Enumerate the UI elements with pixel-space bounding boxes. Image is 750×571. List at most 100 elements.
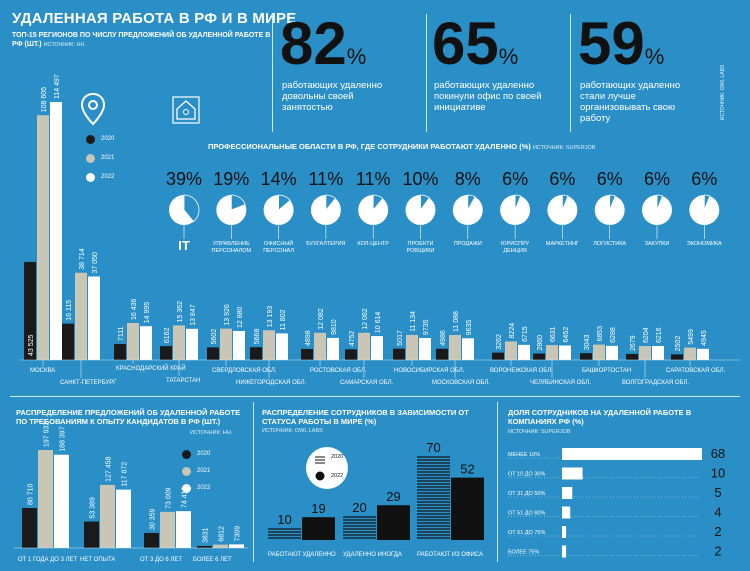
experience-label: ОТ 3 ДО 6 ЛЕТ — [140, 557, 182, 563]
professions-source: ИСТОЧНИК: SUPERJOB — [532, 145, 596, 151]
region-value-label: 6162 — [164, 327, 171, 343]
region-bar — [88, 276, 100, 360]
region-value-label: 4898 — [305, 330, 312, 346]
region-bar — [301, 348, 313, 360]
legend-label: 2021 — [101, 155, 115, 161]
region-bar — [505, 341, 517, 360]
experience-title: РАСПРЕДЕЛЕНИЕ ПРЕДЛОЖЕНИЙ ОБ УДАЛЕННОЙ Р… — [16, 408, 241, 426]
pie-label: МАРКЕТИНГ — [546, 241, 579, 247]
status-bar-2020 — [268, 528, 301, 540]
house-icon — [172, 96, 200, 124]
experience-label: ОТ 1 ГОДА ДО 3 ЛЕТ — [18, 557, 78, 563]
divider — [497, 402, 498, 562]
pie-percent: 8% — [455, 169, 481, 189]
pie-label: ОФИСНЫЙ — [264, 239, 293, 247]
region-bar — [593, 344, 605, 360]
pie-slice — [562, 194, 569, 211]
share-label: ОТ 51 ДО 60% — [508, 511, 545, 517]
experience-value-label: 6812 — [219, 526, 226, 542]
region-value-label: 2679 — [630, 335, 637, 351]
region-value-label: 6452 — [563, 327, 570, 343]
regions-chart-title: ТОП-15 РЕГИОНОВ ПО ЧИСЛУ ПРЕДЛОЖЕНИЙ ОБ … — [12, 32, 271, 48]
experience-value-label: 74 418 — [182, 487, 189, 509]
share-label: БОЛЕЕ 75% — [508, 550, 539, 556]
experience-bar-chart: 80 710 197 932 188 397 ОТ 1 ГОДА ДО 3 ЛЕТ 53… — [14, 422, 248, 563]
region-value-label: 5668 — [254, 329, 261, 345]
region-value-label: 108 605 — [41, 87, 48, 112]
region-label: КРАСНОДАРСКИЙ КРАЙ — [116, 364, 186, 372]
region-value-label: 6853 — [597, 326, 604, 342]
status-value-2020: 70 — [426, 440, 440, 455]
region-bar — [75, 272, 87, 360]
divider — [570, 14, 571, 132]
share-title: ДОЛЯ СОТРУДНИКОВ НА УДАЛЕННОЙ РАБОТЕ В К… — [508, 408, 692, 426]
stat-caption: работающих удаленно стали лучше организо… — [580, 80, 681, 124]
region-label: САМАРСКАЯ ОБЛ. — [340, 380, 394, 386]
region-value-label: 13 193 — [267, 306, 274, 328]
region-value-label: 9635 — [466, 320, 473, 336]
region-bar — [37, 115, 49, 360]
region-bar — [24, 261, 36, 360]
stat-value: 59 — [578, 10, 645, 77]
pie-slice — [325, 194, 337, 212]
pie-label: РОВЩИКИ — [407, 248, 435, 254]
region-value-label: 3262 — [496, 334, 503, 350]
pie-slice — [278, 194, 291, 211]
pie-slice — [703, 194, 711, 211]
region-bar — [160, 346, 172, 360]
pie-slice — [609, 194, 616, 211]
share-value: 4 — [714, 505, 721, 520]
experience-value-label: 30 359 — [150, 508, 157, 530]
experience-value-label: 80 710 — [28, 484, 35, 506]
region-bar — [276, 333, 288, 360]
experience-value-label: 73 009 — [166, 487, 173, 509]
share-label: ОТ 31 ДО 50% — [508, 491, 545, 497]
stat-block: 59% — [578, 14, 664, 74]
stat-percent: % — [498, 44, 519, 69]
region-bar — [50, 102, 62, 360]
region-value-label: 9810 — [331, 319, 338, 335]
region-value-label: 5499 — [688, 329, 695, 345]
pie-slice — [514, 194, 522, 211]
professions-title: ПРОФЕССИОНАЛЬНЫЕ ОБЛАСТИ В РФ, ГДЕ СОТРУ… — [208, 142, 596, 151]
stat-block: 82% — [280, 14, 366, 74]
pie-percent: 11% — [356, 169, 391, 189]
experience-source: ИСТОЧНИК: HH. — [190, 430, 233, 436]
region-bar — [233, 330, 245, 360]
status-label: РАБОТАЮТ ИЗ ОФИСА — [417, 552, 483, 558]
pie-label: IT — [178, 238, 190, 253]
region-label: СВЕРДЛОВСКАЯ ОБЛ. — [212, 368, 277, 374]
regions-bar-chart: 43 525 108 605 114 497 16 115 38 714 37 050 71… — [20, 74, 740, 386]
pie-label: ПРОДАЖИ — [454, 241, 482, 247]
regions-chart-subtitle: ТОП-15 РЕГИОНОВ ПО ЧИСЛУ ПРЕДЛОЖЕНИЙ ОБ … — [12, 31, 272, 50]
share-bar — [562, 448, 702, 460]
status-bar-2022 — [451, 477, 484, 540]
pie-label: ПЕРСОНАЛ — [263, 248, 294, 254]
region-bar — [580, 353, 592, 360]
experience-value-label: 127 458 — [106, 456, 113, 481]
experience-bar — [229, 544, 244, 548]
region-value-label: 4945 — [701, 330, 708, 346]
region-label: БАШКОРТОСТАН — [582, 368, 631, 374]
region-bar — [606, 345, 618, 360]
legend-label: 2022 — [101, 174, 115, 180]
region-bar — [173, 325, 185, 360]
pie-percent: 11% — [309, 169, 344, 189]
experience-label: БОЛЕЕ 6 ЛЕТ — [193, 557, 232, 563]
region-bar — [250, 347, 262, 360]
region-bar — [62, 323, 74, 360]
share-value: 68 — [711, 446, 725, 461]
section-divider — [10, 396, 740, 397]
region-value-label: 114 497 — [54, 74, 61, 99]
share-bar — [562, 545, 567, 558]
share-bar — [562, 506, 571, 519]
region-label: НОВОСИБИРСКАЯ ОБЛ. — [394, 368, 465, 374]
experience-bar — [197, 546, 212, 548]
region-bar — [626, 353, 638, 360]
pie-slice — [372, 194, 384, 212]
region-value-label: 16 115 — [66, 300, 73, 321]
region-value-label: 2502 — [675, 336, 682, 352]
region-bar — [263, 330, 275, 360]
